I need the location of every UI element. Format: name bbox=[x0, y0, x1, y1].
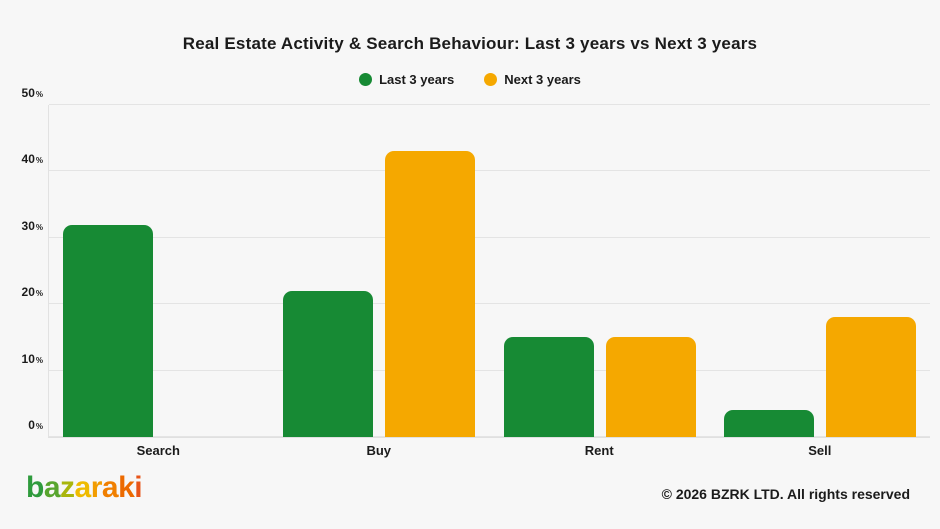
legend-label: Next 3 years bbox=[504, 72, 581, 87]
bar-slot bbox=[165, 105, 255, 437]
y-tick-suffix: % bbox=[35, 156, 43, 166]
logo-letter: a bbox=[43, 471, 61, 504]
y-tick-value: 50 bbox=[21, 86, 35, 100]
bar-search-series-0 bbox=[63, 224, 154, 437]
y-axis-tick: 50% bbox=[1, 87, 43, 99]
y-tick-suffix: % bbox=[35, 355, 43, 365]
gridline-30 bbox=[49, 236, 930, 238]
logo-letter: z bbox=[60, 471, 75, 504]
bazaraki-logo: bazaraki bbox=[26, 471, 143, 504]
y-tick-value: 20 bbox=[21, 285, 35, 300]
bar-rent-series-0 bbox=[503, 337, 594, 437]
y-axis-tick: 0% bbox=[1, 419, 43, 431]
legend-dot-icon bbox=[359, 73, 373, 86]
gridline-0 bbox=[49, 436, 930, 437]
y-tick-value: 0 bbox=[28, 418, 35, 432]
gridline-50 bbox=[49, 104, 930, 105]
x-axis-label-buy: Buy bbox=[366, 443, 392, 458]
y-tick-suffix: % bbox=[35, 289, 43, 299]
x-axis-label-sell: Sell bbox=[808, 443, 832, 458]
y-tick-value: 10 bbox=[21, 351, 35, 366]
logo-letter: b bbox=[26, 471, 44, 504]
chart-legend: Last 3 years Next 3 years bbox=[0, 72, 940, 87]
bar-group-search bbox=[49, 105, 269, 437]
bar-buy-series-0 bbox=[283, 290, 374, 437]
x-axis-label-search: Search bbox=[136, 443, 180, 458]
bar-slot bbox=[605, 105, 696, 437]
y-tick-value: 30 bbox=[21, 218, 35, 233]
y-tick-suffix: % bbox=[35, 422, 43, 431]
y-axis-tick: 40% bbox=[1, 153, 43, 165]
copyright-text: © 2026 BZRK LTD. All rights reserved bbox=[661, 486, 910, 502]
bar-sell-series-1 bbox=[825, 317, 916, 437]
gridline-20 bbox=[49, 303, 930, 305]
bar-chart-plot-area: 0% 10% 20% 30% 40% 50% bbox=[22, 87, 930, 437]
bar-sell-series-0 bbox=[723, 410, 814, 437]
y-tick-suffix: % bbox=[35, 90, 43, 99]
gridline-10 bbox=[49, 369, 930, 371]
bar-slot bbox=[283, 105, 374, 437]
bar-slot bbox=[723, 105, 814, 437]
x-axis-labels: Search Buy Rent Sell bbox=[48, 437, 930, 458]
logo-letter: a bbox=[74, 471, 92, 504]
logo-letter: k bbox=[118, 471, 135, 504]
bar-group-rent bbox=[490, 105, 710, 437]
y-axis-tick: 10% bbox=[1, 353, 43, 365]
bar-group-sell bbox=[710, 105, 930, 437]
legend-item-0: Last 3 years bbox=[359, 72, 454, 87]
logo-letter: a bbox=[101, 471, 119, 504]
legend-item-1: Next 3 years bbox=[484, 72, 581, 87]
bar-slot bbox=[825, 105, 916, 437]
bar-buy-series-1 bbox=[385, 151, 476, 437]
y-tick-suffix: % bbox=[35, 222, 43, 232]
y-tick-value: 40 bbox=[21, 152, 35, 167]
y-axis-tick: 20% bbox=[1, 286, 43, 298]
chart-title: Real Estate Activity & Search Behaviour:… bbox=[182, 34, 758, 53]
logo-letter: i bbox=[134, 471, 143, 504]
x-axis-label-rent: Rent bbox=[584, 443, 614, 458]
bar-slot bbox=[503, 105, 594, 437]
legend-dot-icon bbox=[484, 73, 498, 86]
bar-group-buy bbox=[269, 105, 489, 437]
bar-groups bbox=[49, 105, 930, 437]
gridline-40 bbox=[49, 170, 930, 172]
bar-slot bbox=[63, 105, 154, 437]
logo-letter: r bbox=[90, 471, 103, 504]
legend-label: Last 3 years bbox=[379, 72, 455, 87]
bar-rent-series-1 bbox=[605, 337, 696, 437]
y-axis-tick: 30% bbox=[1, 220, 43, 232]
bar-slot bbox=[385, 105, 476, 437]
